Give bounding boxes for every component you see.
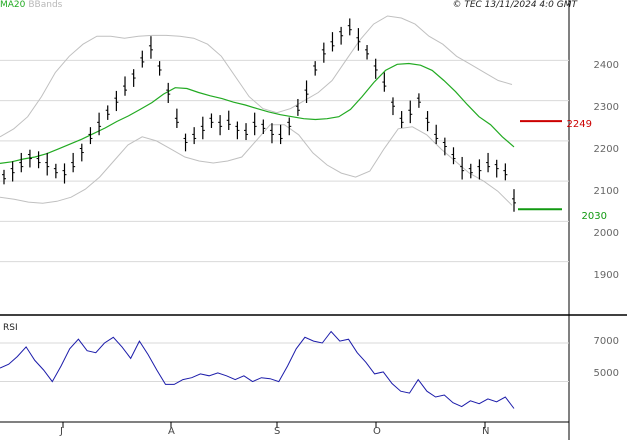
x-tick-o: O <box>373 426 381 437</box>
bband-lower-line <box>0 124 513 206</box>
rsi-tick-7000: 7000 <box>593 336 619 347</box>
y-tick-2100: 2100 <box>593 186 619 197</box>
rsi-line <box>0 330 515 409</box>
x-tick-j: J <box>60 426 63 437</box>
level-label-2249: 2249 <box>566 119 592 130</box>
legend-bbands: BBands <box>28 0 63 10</box>
y-tick-2200: 2200 <box>593 144 619 155</box>
ma20-line <box>0 62 515 164</box>
y-tick-2400: 2400 <box>593 60 619 71</box>
chart-legend: MA20 BBands <box>0 0 62 11</box>
y-tick-2300: 2300 <box>593 102 619 113</box>
y-tick-2000: 2000 <box>593 228 619 239</box>
level-label-2030: 2030 <box>581 211 607 222</box>
copyright-text: © TEC 13/11/2024 4:0 GMT <box>452 0 577 10</box>
bband-upper-line <box>0 15 513 138</box>
rsi-label: RSI <box>3 323 18 333</box>
y-tick-1900: 1900 <box>593 270 619 281</box>
x-tick-a: A <box>168 426 175 437</box>
legend-ma20: MA20 <box>0 0 26 10</box>
x-tick-n: N <box>482 426 490 437</box>
x-tick-s: S <box>274 426 281 437</box>
rsi-tick-5000: 5000 <box>593 368 619 379</box>
